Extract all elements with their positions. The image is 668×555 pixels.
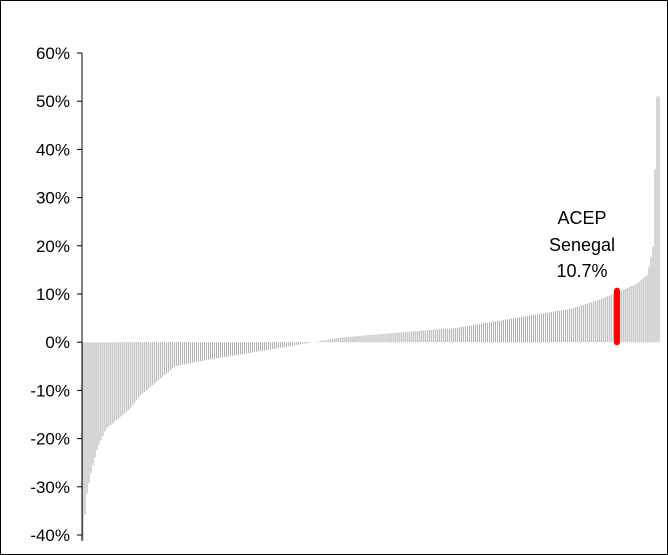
highlight-value-label: 10.7% [556, 261, 607, 281]
y-ticks-group: 60% 50% 40% 30% 20% 10% 0% -10% -20% -30% -40% [30, 44, 82, 545]
y-tick-label: 50% [36, 92, 70, 111]
y-tick-label: 10% [36, 285, 70, 304]
y-tick-label: 40% [36, 140, 70, 159]
y-tick-label: 30% [36, 189, 70, 208]
y-tick-label: 60% [36, 44, 70, 63]
y-tick-label: -20% [30, 430, 70, 449]
highlight-country-label: Senegal [549, 235, 615, 255]
highlight-name-label: ACEP [557, 208, 606, 228]
y-tick-label: -40% [30, 526, 70, 545]
y-tick-label: -30% [30, 478, 70, 497]
bars-group [82, 96, 660, 540]
y-tick-label: -10% [30, 381, 70, 400]
y-tick-label: 0% [45, 333, 70, 352]
y-tick-label: 20% [36, 237, 70, 256]
